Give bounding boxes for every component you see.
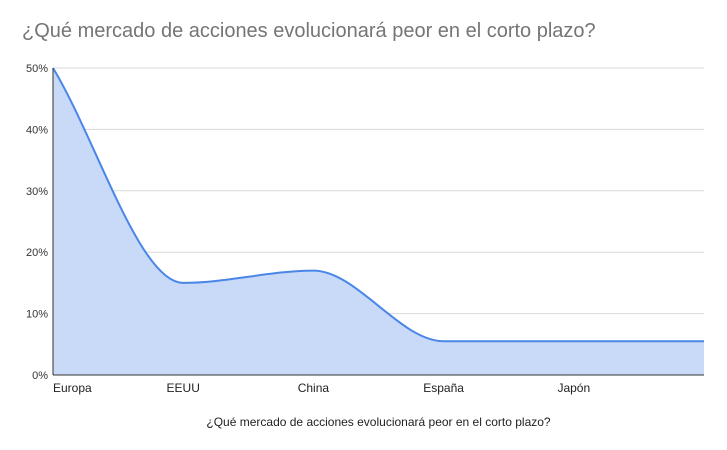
y-tick-label: 50% [26,63,48,75]
series-line [52,67,704,343]
y-tick-label: 30% [26,186,48,198]
x-tick-label: EEUU [167,381,200,395]
x-axis-title: ¿Qué mercado de acciones evolucionará pe… [206,415,551,429]
y-tick-label: 20% [26,247,48,259]
y-tick-label: 0% [32,370,48,382]
x-tick-label: Europa [53,381,92,395]
x-tick-label: China [298,381,330,395]
chart-title: ¿Qué mercado de acciones evolucionará pe… [22,20,596,42]
series-area-fill [53,68,704,375]
x-tick-label: España [423,381,464,395]
y-tick-label: 40% [26,124,48,136]
x-tick-label: Japón [557,381,590,395]
y-tick-label: 10% [26,309,48,321]
